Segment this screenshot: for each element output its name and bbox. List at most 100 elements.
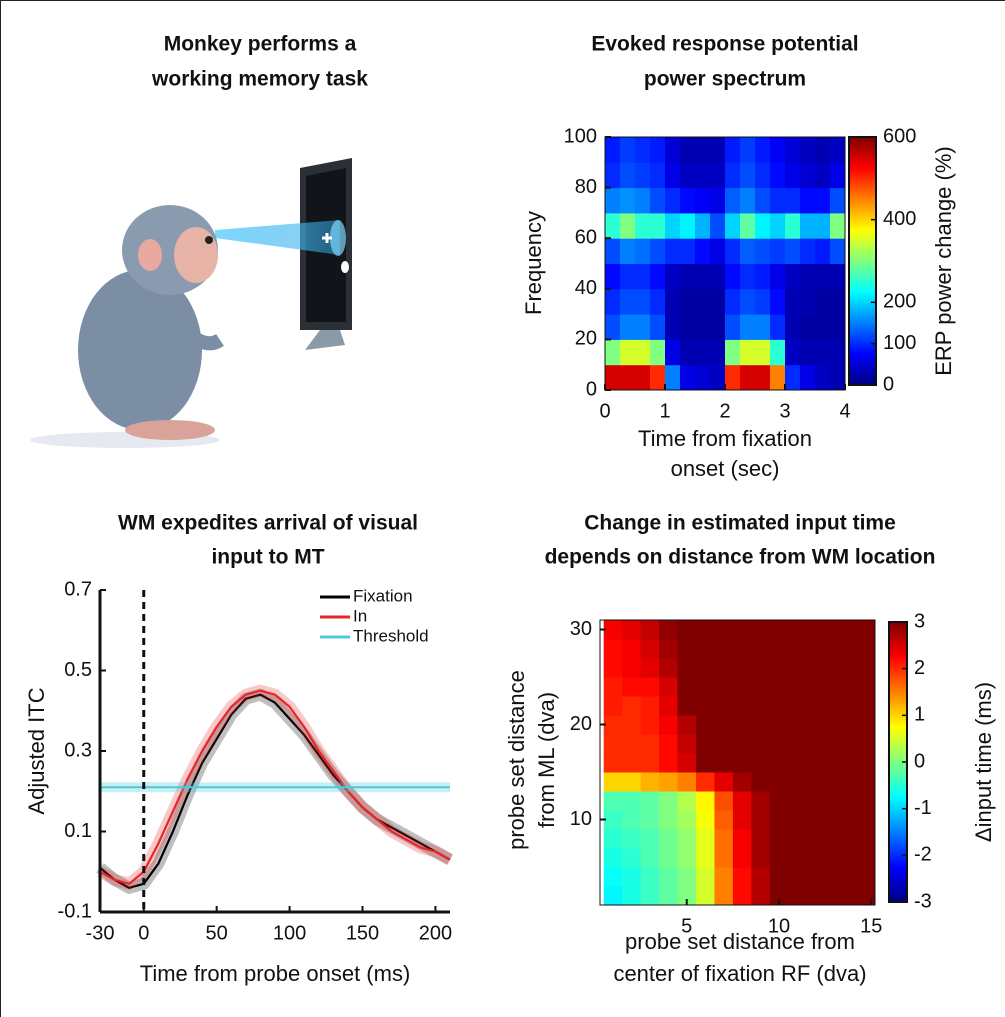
colorbar-tick-label: 400 bbox=[883, 208, 916, 230]
heatmap-cell bbox=[788, 753, 808, 773]
heatmap-cell bbox=[751, 848, 771, 868]
colorbar-tick-label: 200 bbox=[883, 291, 916, 313]
y-tick-label: 0.7 bbox=[64, 578, 92, 600]
heatmap-cell bbox=[659, 696, 679, 716]
heatmap-cell bbox=[677, 715, 697, 735]
heatmap-cell bbox=[635, 212, 651, 239]
heatmap-cell bbox=[732, 620, 752, 640]
x-tick-label: 2 bbox=[719, 400, 730, 422]
heatmap-cell bbox=[725, 187, 741, 214]
heatmap-cell bbox=[862, 696, 875, 716]
heatmap-cell bbox=[751, 715, 771, 735]
heatmap-cell bbox=[770, 212, 786, 239]
heatmap-cell bbox=[751, 791, 771, 811]
heatmap-cell bbox=[714, 677, 734, 697]
heatmap-cell bbox=[635, 187, 651, 214]
heatmap-cell bbox=[788, 772, 808, 792]
heatmap-cell bbox=[770, 288, 786, 315]
heatmap-cell bbox=[622, 715, 642, 735]
legend-label: In bbox=[353, 606, 367, 625]
heatmap-cells bbox=[603, 620, 875, 905]
heatmap-cell bbox=[622, 639, 642, 659]
heatmap-cell bbox=[825, 791, 845, 811]
heatmap-cell bbox=[640, 829, 660, 849]
heatmap-cell bbox=[732, 677, 752, 697]
heatmap-cell bbox=[620, 137, 636, 163]
heatmap-cell bbox=[806, 753, 826, 773]
heatmap-cell bbox=[640, 791, 660, 811]
y-tick-label: 80 bbox=[575, 176, 597, 198]
heatmap-cell bbox=[788, 886, 808, 905]
heatmap-cell bbox=[740, 187, 756, 214]
heatmap-cell bbox=[622, 620, 642, 640]
colorbar bbox=[848, 136, 877, 386]
heatmap-cell bbox=[725, 238, 741, 264]
heatmap-cell bbox=[603, 886, 623, 905]
x-axis-label: onset (sec) bbox=[671, 456, 780, 481]
heatmap-cell bbox=[843, 677, 863, 697]
heatmap-cell bbox=[714, 791, 734, 811]
heatmap-cell bbox=[732, 791, 752, 811]
heatmap-cell bbox=[695, 288, 711, 315]
heatmap-cell bbox=[714, 829, 734, 849]
heatmap-cell bbox=[680, 314, 696, 340]
heatmap-cell bbox=[659, 810, 679, 830]
heatmap-cell bbox=[603, 715, 623, 735]
heatmap-cell bbox=[815, 263, 831, 290]
heatmap-cell bbox=[788, 658, 808, 678]
heatmap-cell bbox=[732, 734, 752, 754]
heatmap-cell bbox=[714, 639, 734, 659]
heatmap-cell bbox=[659, 658, 679, 678]
colorbar-tick-label: 100 bbox=[883, 332, 916, 354]
heatmap-cell bbox=[659, 772, 679, 792]
heatmap-cell bbox=[862, 639, 875, 659]
heatmap-cell bbox=[725, 212, 741, 239]
colorbar-label: Δinput time (ms) bbox=[971, 682, 996, 842]
heatmap-cell bbox=[622, 886, 642, 905]
heatmap-cell bbox=[714, 848, 734, 868]
heatmap-cell bbox=[620, 212, 636, 239]
heatmap-cell bbox=[695, 791, 715, 811]
heatmap-cell bbox=[732, 696, 752, 716]
heatmap-cell bbox=[659, 734, 679, 754]
heatmap-cell bbox=[659, 886, 679, 905]
heatmap-cell bbox=[806, 620, 826, 640]
heatmap-cell bbox=[603, 753, 623, 773]
heatmap-cell bbox=[603, 677, 623, 697]
heatmap-cell bbox=[605, 263, 621, 290]
heatmap-cell bbox=[650, 162, 666, 189]
heatmap-cell bbox=[751, 620, 771, 640]
heatmap-cell bbox=[710, 238, 726, 264]
series-line bbox=[99, 693, 451, 889]
heatmap-cell bbox=[622, 734, 642, 754]
heatmap-cell bbox=[830, 364, 845, 390]
colorbar-tick-label: -2 bbox=[914, 844, 932, 866]
chart-title: depends on distance from WM location bbox=[545, 546, 936, 569]
heatmap-cell bbox=[769, 848, 789, 868]
heatmap-cell bbox=[677, 772, 697, 792]
heatmap-cell bbox=[725, 339, 741, 366]
heatmap-cell bbox=[769, 753, 789, 773]
heatmap-cell bbox=[680, 339, 696, 366]
heatmap-cell bbox=[788, 848, 808, 868]
heatmap-cell bbox=[714, 886, 734, 905]
heatmap-cell bbox=[770, 187, 786, 214]
heatmap-cell bbox=[862, 620, 875, 640]
heatmap-cell bbox=[605, 339, 621, 366]
x-axis-label: Time from fixation bbox=[638, 426, 812, 451]
heatmap-cell bbox=[825, 677, 845, 697]
y-tick-label: -0.1 bbox=[58, 900, 92, 922]
heatmap-cell bbox=[788, 639, 808, 659]
heatmap-cell bbox=[785, 314, 801, 340]
y-tick-label: 30 bbox=[570, 618, 592, 640]
heatmap-cell bbox=[640, 848, 660, 868]
heatmap-cell bbox=[603, 867, 623, 887]
heatmap-cell bbox=[862, 772, 875, 792]
heatmap-cell bbox=[714, 867, 734, 887]
heatmap-cell bbox=[843, 829, 863, 849]
heatmap-cell bbox=[785, 162, 801, 189]
heatmap-cell bbox=[732, 772, 752, 792]
panel-title: working memory task bbox=[151, 68, 368, 91]
heatmap-cell bbox=[659, 867, 679, 887]
plot-frame bbox=[599, 619, 876, 906]
